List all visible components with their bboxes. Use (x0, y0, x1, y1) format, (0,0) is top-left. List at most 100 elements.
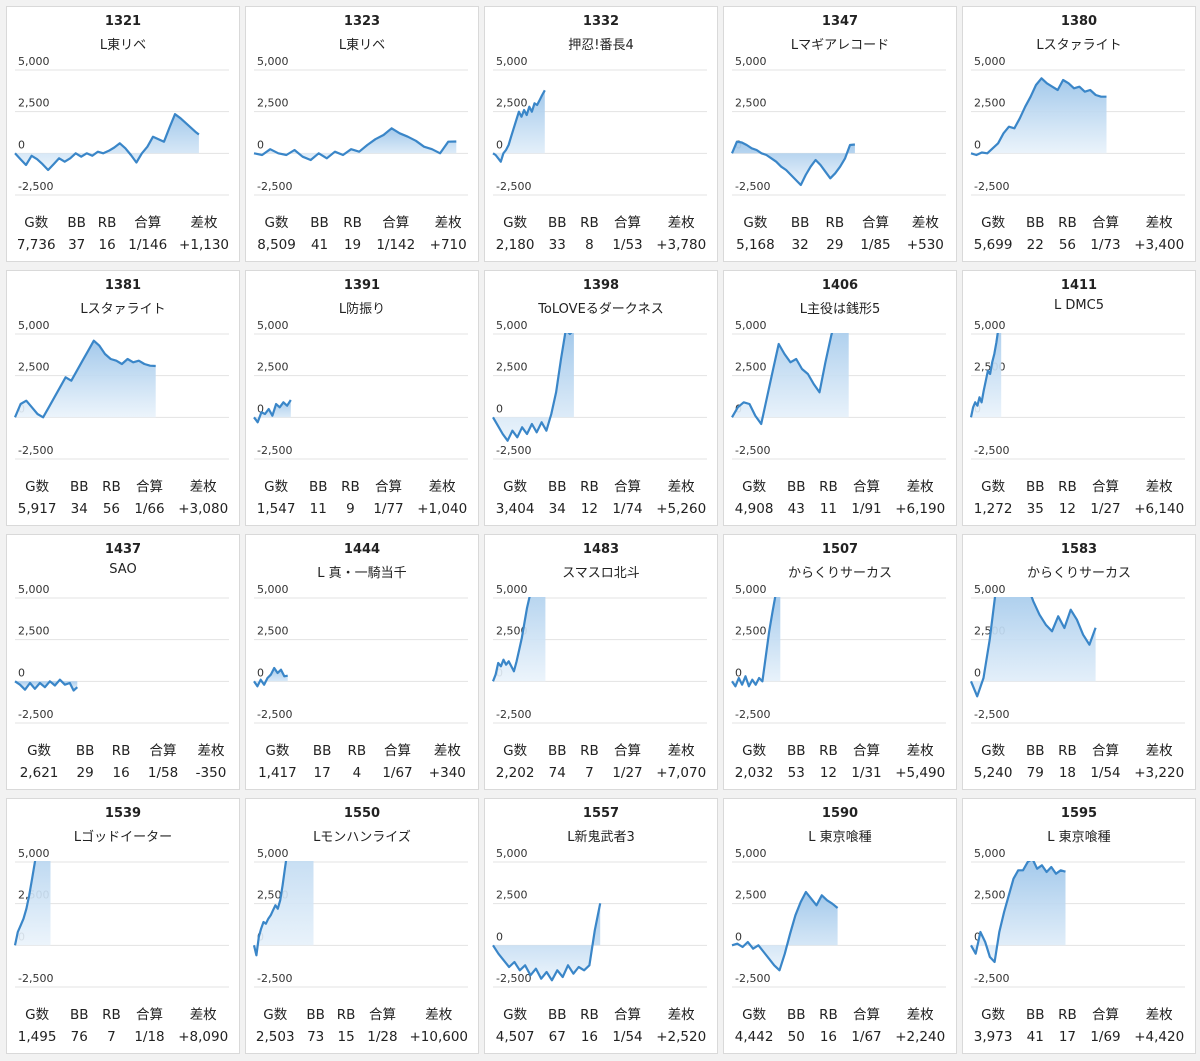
stat-value: 50 (787, 1029, 805, 1045)
stat-header: 差枚 (1145, 479, 1173, 495)
stats-table: G数 2,621 BB 29 RB 16 合算 1/58 差枚 -350 (11, 740, 235, 784)
machine-card: 1332 押忍!番長4 5,000 2,500 0 -2,500 G数 2,180 BB 33 RB… (484, 6, 718, 262)
series-line (13, 339, 156, 419)
machine-number: 1391 (343, 278, 381, 293)
stat-header: BB (548, 743, 567, 759)
machine-number: 1437 (104, 542, 142, 557)
machine-card: 1483スマスロ北斗5,0002,5000-2,500G数2,202BB74RB… (484, 534, 718, 790)
stats-table: G数 1,417 BB 17 RB 4 合算 1/67 差枚 +340 (250, 740, 474, 784)
stat-column-combined: 合算 1/18 (134, 1004, 164, 1048)
stat-value: 1/66 (134, 501, 165, 517)
series-line (969, 597, 1097, 698)
stat-column-combined: 合算 1/54 (612, 1004, 642, 1048)
stats-table: G数 2,180 BB 33 RB 8 合算 1/53 差枚 +3,780 (489, 212, 713, 256)
y-tick-label: -2,500 (735, 180, 770, 193)
stat-value: 7 (585, 765, 594, 781)
machine-number: 1406 (821, 278, 859, 293)
stat-column-rb: RB 12 (819, 740, 838, 784)
stats-table: G数 1,547 BB 11 RB 9 合算 1/77 差枚 +1,040 (250, 476, 474, 520)
stat-value: 2,180 (495, 237, 535, 253)
stat-value: 1/91 (851, 501, 882, 517)
y-tick-label: 5,000 (257, 583, 289, 596)
stat-column-bb: BB 73 (306, 1004, 325, 1048)
stat-header: RB (580, 743, 599, 759)
stat-value: 15 (337, 1029, 355, 1045)
stat-header: 差枚 (189, 1007, 217, 1023)
stat-header: BB (1026, 743, 1045, 759)
stat-column-diff: 差枚 +1,040 (417, 476, 467, 520)
stat-header: BB (1026, 215, 1045, 231)
machine-card: 1590 L 東京喰種 5,000 2,500 0 -2,500 G数 4,442 BB 50 RB… (723, 798, 957, 1054)
stat-header: G数 (503, 743, 528, 759)
stat-header: RB (97, 215, 117, 231)
series-area (971, 861, 1066, 962)
stat-header: G数 (25, 479, 50, 495)
stat-column-games: G数 3,404 (496, 476, 535, 520)
machine-number: 1444 (343, 542, 381, 557)
stat-column-rb: RB 16 (580, 1004, 599, 1048)
series-area (15, 340, 156, 418)
y-tick-label: 5,000 (974, 847, 1006, 860)
stat-column-games: G数 5,240 (974, 740, 1013, 784)
stat-value: 33 (548, 237, 566, 253)
series-line (253, 127, 457, 162)
machine-name: L 真・一騎当千 (317, 566, 407, 581)
stat-column-diff: 差枚 +3,780 (656, 212, 706, 256)
stat-value: 1/27 (1090, 501, 1121, 517)
y-tick-label: -2,500 (18, 180, 53, 193)
stat-header: G数 (981, 215, 1006, 231)
stat-value: 17 (313, 765, 331, 781)
machine-name: L 東京喰種 (808, 830, 872, 845)
stat-column-games: G数 2,032 (735, 740, 774, 784)
stat-header: 差枚 (1145, 215, 1173, 231)
machine-card: 1323 L東リベ 5,000 2,500 0 -2,500 G数 8,509 BB 41 RB 19… (245, 6, 479, 262)
y-tick-label: 0 (257, 138, 264, 151)
stat-column-games: G数 1,417 (258, 740, 297, 784)
stat-header: RB (1058, 743, 1077, 759)
stat-value: 56 (1058, 237, 1077, 253)
stat-header: RB (819, 743, 838, 759)
stat-column-diff: 差枚 +5,490 (895, 740, 945, 784)
series-line (13, 861, 37, 946)
stat-column-diff: 差枚 +8,090 (178, 1004, 228, 1048)
series-line (731, 890, 839, 972)
stat-value: +2,520 (656, 1029, 707, 1045)
stat-header: BB (310, 215, 329, 231)
stat-column-games: G数 2,180 (496, 212, 535, 256)
y-tick-label: -2,500 (974, 180, 1009, 193)
machine-name: L新鬼武者3 (567, 830, 635, 845)
stat-header: G数 (27, 743, 52, 759)
stat-value: +7,070 (656, 765, 707, 781)
stat-value: 1/67 (382, 765, 413, 781)
y-tick-label: 2,500 (18, 97, 50, 110)
series-area (971, 333, 1002, 418)
stat-value: 67 (548, 1029, 566, 1045)
stat-column-diff: 差枚 +6,190 (895, 476, 945, 520)
stat-value: 7 (107, 1029, 116, 1045)
stat-header: 差枚 (667, 1007, 695, 1023)
stat-value: 2,621 (19, 765, 59, 781)
y-tick-label: -2,500 (496, 180, 531, 193)
stat-value: 1/27 (612, 765, 643, 781)
y-tick-label: 0 (496, 402, 503, 415)
stat-header: 合算 (1091, 215, 1119, 231)
stat-header: BB (75, 743, 95, 759)
stat-column-combined: 合算 1/67 (382, 740, 412, 784)
stats-table: G数 2,503 BB 73 RB 15 合算 1/28 差枚 +10,600 (250, 1004, 474, 1048)
stat-column-games: G数 3,973 (974, 1004, 1013, 1048)
y-tick-label: -2,500 (974, 972, 1009, 985)
stat-value: 2,032 (734, 765, 774, 781)
y-tick-label: -2,500 (18, 972, 53, 985)
y-tick-label: 2,500 (496, 625, 528, 638)
machine-number: 1550 (343, 806, 381, 821)
stat-column-combined: 合算 1/53 (612, 212, 642, 256)
stat-header: 合算 (613, 743, 641, 759)
stats-table: G数 3,973 BB 41 RB 17 合算 1/69 差枚 +4,420 (967, 1004, 1191, 1048)
stat-value: +530 (906, 237, 944, 253)
stat-header: RB (819, 479, 838, 495)
stat-column-games: G数 4,507 (496, 1004, 535, 1048)
stats-table: G数 4,442 BB 50 RB 16 合算 1/67 差枚 +2,240 (728, 1004, 952, 1048)
machine-card: 1380 Lスタァライト 5,000 2,500 0 -2,500 G数 5,699 BB 22 R… (962, 6, 1196, 262)
